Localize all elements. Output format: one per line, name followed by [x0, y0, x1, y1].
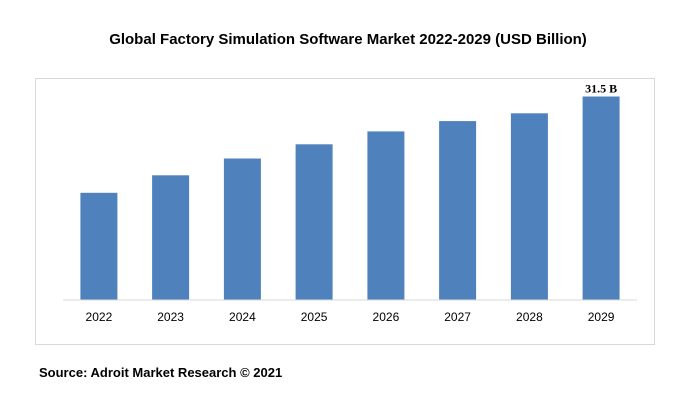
data-labels: 31.5 B	[585, 82, 617, 96]
bar-2022	[80, 192, 118, 300]
source-note: Source: Adroit Market Research © 2021	[39, 365, 283, 380]
bar-2026	[367, 131, 405, 300]
data-label-2029: 31.5 B	[585, 82, 617, 96]
bar-2023	[152, 175, 190, 300]
bar-2029	[582, 96, 620, 300]
chart-title: Global Factory Simulation Software Marke…	[109, 31, 587, 48]
x-tick-label-2024: 2024	[229, 310, 256, 324]
bar-2024	[223, 158, 261, 300]
x-tick-label-2022: 2022	[86, 310, 113, 324]
chart-frame	[35, 78, 655, 345]
bars-group	[80, 96, 620, 300]
bar-2027	[439, 121, 477, 300]
x-tick-label-2026: 2026	[373, 310, 400, 324]
x-tick-label-2029: 2029	[588, 310, 615, 324]
x-tick-labels: 2022 2023 2024 2025 2026 2027 2028 2029	[86, 310, 615, 324]
x-tick-label-2023: 2023	[157, 310, 184, 324]
x-tick-label-2027: 2027	[444, 310, 471, 324]
x-tick-label-2028: 2028	[516, 310, 543, 324]
bar-2025	[295, 144, 333, 300]
bar-2028	[510, 113, 548, 300]
x-tick-label-2025: 2025	[301, 310, 328, 324]
